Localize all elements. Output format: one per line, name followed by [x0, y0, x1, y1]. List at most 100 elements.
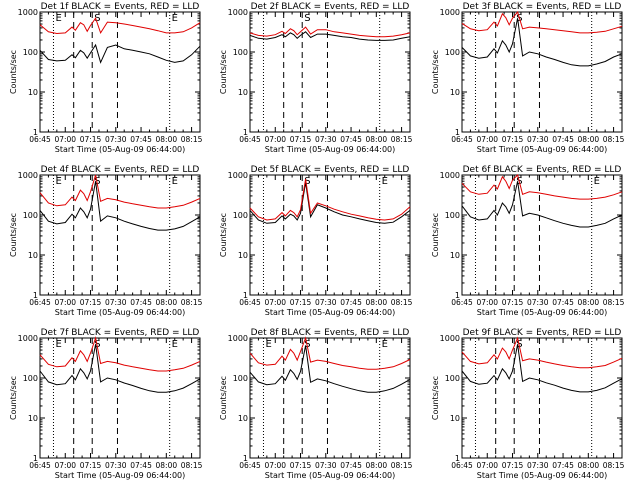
- x-tick-label: 08:15: [181, 461, 203, 470]
- plot-frame: [249, 174, 411, 296]
- y-tick-label: 10: [450, 88, 460, 97]
- x-axis-label: Start Time (05-Aug-09 06:44:00): [477, 145, 608, 154]
- time-marker-label: E: [172, 176, 178, 187]
- lld-series-line: [249, 26, 411, 38]
- panel-det-5: Det 5f BLACK = Events, RED = LLD 1 10 100 10…: [219, 165, 413, 317]
- y-tick-label: 1: [455, 291, 460, 300]
- y-axis-label: Counts/sec: [219, 50, 228, 94]
- y-tick-label: 1000: [440, 334, 460, 343]
- x-tick-label: 07:45: [340, 461, 362, 470]
- lld-series-line: [461, 336, 623, 369]
- x-tick-label: 08:15: [391, 461, 413, 470]
- lld-series-line: [39, 174, 201, 209]
- y-tick-label: 1000: [440, 171, 460, 180]
- x-tick-label: 08:15: [181, 135, 203, 144]
- x-tick-label: 08:00: [578, 298, 600, 307]
- lld-series-line: [39, 17, 201, 35]
- lld-series-line: [39, 336, 201, 372]
- x-tick-label: 08:15: [603, 135, 625, 144]
- time-marker-label: S: [94, 13, 100, 24]
- x-tick-label: 08:00: [366, 461, 388, 470]
- x-tick-label: 07:00: [476, 135, 498, 144]
- time-marker-label: S: [304, 176, 310, 187]
- panel-det-6: Det 6f BLACK = Events, RED = LLD 1 10 100 10…: [431, 165, 625, 317]
- time-marker-label: E: [382, 339, 388, 350]
- x-tick-label: 06:45: [239, 298, 261, 307]
- x-axis-label: Start Time (05-Aug-09 06:44:00): [265, 471, 396, 480]
- plot-frame: [461, 11, 623, 133]
- x-tick-label: 07:30: [315, 135, 337, 144]
- y-tick-label: 10: [28, 88, 38, 97]
- x-tick-label: 07:15: [80, 298, 102, 307]
- y-tick-label: 100: [23, 48, 38, 57]
- x-tick-label: 07:00: [476, 298, 498, 307]
- time-marker-label: S: [94, 176, 100, 187]
- time-marker-label: S: [304, 13, 310, 24]
- x-tick-label: 07:45: [552, 461, 574, 470]
- panel-title: Det 9f BLACK = Events, RED = LLD: [463, 328, 622, 338]
- panel-det-1: Det 1f BLACK = Events, RED = LLD 1 10 100 10…: [9, 2, 203, 154]
- y-tick-label: 10: [28, 414, 38, 423]
- events-series-line: [249, 31, 411, 41]
- x-tick-label: 06:45: [239, 135, 261, 144]
- events-series-line: [249, 345, 411, 393]
- time-marker-label: E: [265, 339, 271, 350]
- x-tick-label: 07:15: [290, 135, 312, 144]
- x-tick-label: 07:45: [130, 135, 152, 144]
- y-tick-label: 1000: [440, 8, 460, 17]
- y-tick-label: 10: [450, 414, 460, 423]
- x-axis-label: Start Time (05-Aug-09 06:44:00): [55, 145, 186, 154]
- y-tick-label: 1000: [228, 334, 248, 343]
- y-axis-label: Counts/sec: [9, 376, 18, 420]
- x-tick-label: 07:00: [264, 135, 286, 144]
- y-tick-label: 1: [243, 291, 248, 300]
- y-tick-label: 1000: [228, 171, 248, 180]
- time-marker-label: E: [172, 339, 178, 350]
- plot-frame: [39, 337, 201, 459]
- y-tick-label: 1: [243, 454, 248, 463]
- lld-series-line: [461, 10, 623, 34]
- panel-title: Det 1f BLACK = Events, RED = LLD: [41, 2, 200, 12]
- x-axis-label: Start Time (05-Aug-09 06:44:00): [265, 145, 396, 154]
- x-tick-label: 06:45: [239, 461, 261, 470]
- events-series-line: [249, 182, 411, 224]
- x-tick-label: 06:45: [29, 461, 51, 470]
- events-series-line: [461, 344, 623, 393]
- x-tick-label: 07:00: [476, 461, 498, 470]
- panel-title: Det 2f BLACK = Events, RED = LLD: [251, 2, 410, 12]
- panel-det-3: Det 3f BLACK = Events, RED = LLD 1 10 100 10…: [431, 2, 625, 154]
- y-tick-label: 1: [33, 291, 38, 300]
- x-tick-label: 08:15: [391, 135, 413, 144]
- plot-frame: [461, 337, 623, 459]
- panel-det-2: Det 2f BLACK = Events, RED = LLD 1 10 100 10…: [219, 2, 413, 154]
- x-tick-label: 07:15: [290, 298, 312, 307]
- y-tick-label: 10: [238, 414, 248, 423]
- y-tick-label: 1: [33, 128, 38, 137]
- x-axis-label: Start Time (05-Aug-09 06:44:00): [477, 471, 608, 480]
- x-tick-label: 08:15: [391, 298, 413, 307]
- y-axis-label: Counts/sec: [431, 50, 440, 94]
- y-tick-label: 100: [23, 374, 38, 383]
- events-series-line: [461, 181, 623, 228]
- x-tick-label: 07:45: [130, 461, 152, 470]
- time-marker-label: E: [55, 176, 61, 187]
- panel-title: Det 4f BLACK = Events, RED = LLD: [41, 165, 200, 175]
- panel-title: Det 8f BLACK = Events, RED = LLD: [251, 328, 410, 338]
- y-tick-label: 100: [445, 211, 460, 220]
- x-tick-label: 08:00: [578, 461, 600, 470]
- x-tick-label: 07:00: [54, 461, 76, 470]
- events-series-line: [39, 344, 201, 393]
- x-tick-label: 08:15: [603, 298, 625, 307]
- x-tick-label: 08:00: [156, 461, 178, 470]
- x-tick-label: 08:00: [366, 298, 388, 307]
- x-tick-label: 06:45: [29, 298, 51, 307]
- plot-frame: [461, 174, 623, 296]
- x-tick-label: 06:45: [29, 135, 51, 144]
- x-tick-label: 07:00: [54, 135, 76, 144]
- x-tick-label: 08:00: [156, 298, 178, 307]
- panel-title: Det 3f BLACK = Events, RED = LLD: [463, 2, 622, 12]
- time-marker-label: S: [94, 339, 100, 350]
- panel-det-7: Det 7f BLACK = Events, RED = LLD 1 10 100 10…: [9, 328, 203, 480]
- x-tick-label: 07:15: [80, 461, 102, 470]
